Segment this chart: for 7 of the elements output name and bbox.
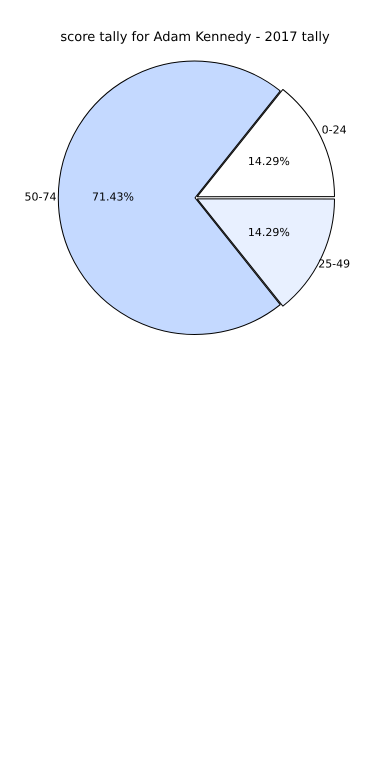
slice-label: 50-74 [24,190,57,204]
slice-label: 25-49 [318,258,350,271]
data-label: 14.29% [248,155,290,168]
chart-title: score tally for Adam Kennedy - 2017 tally [60,30,330,46]
data-label: 14.29% [248,226,290,240]
slice-label: 0-24 [322,124,347,137]
data-label: 71.43% [92,190,134,204]
